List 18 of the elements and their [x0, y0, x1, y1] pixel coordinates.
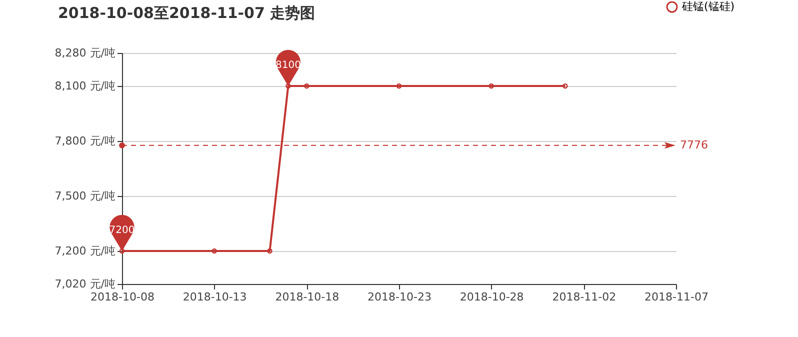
y-tick-label: 7,020 元/吨	[54, 278, 116, 290]
x-tick-label: 2018-10-28	[460, 290, 524, 304]
annotation: 8100	[275, 60, 301, 71]
x-tick-label: 2018-10-23	[368, 290, 432, 304]
y-tick-label: 8,280 元/吨	[54, 46, 116, 60]
y-tick-label: 7,800 元/吨	[54, 134, 116, 148]
legend-label: 硅锰(锰硅)	[681, 0, 735, 13]
ref-line-label: 7776	[680, 138, 708, 152]
y-tick-label: 7,200 元/吨	[54, 244, 116, 258]
chart-title: 2018-10-08至2018-11-07 走势图	[58, 4, 316, 22]
y-tick-label: 8,100 元/吨	[54, 80, 116, 92]
x-tick-label: 2018-10-13	[182, 290, 247, 304]
x-tick-label: 2018-11-02	[552, 290, 616, 304]
x-tick-label: 2018-10-18	[275, 290, 340, 304]
annotation: 7200	[109, 225, 135, 236]
x-tick-label: 2018-11-07	[644, 290, 708, 304]
x-tick-label: 2018-10-08	[90, 290, 154, 304]
y-tick-label: 7,500 元/吨	[54, 190, 116, 202]
